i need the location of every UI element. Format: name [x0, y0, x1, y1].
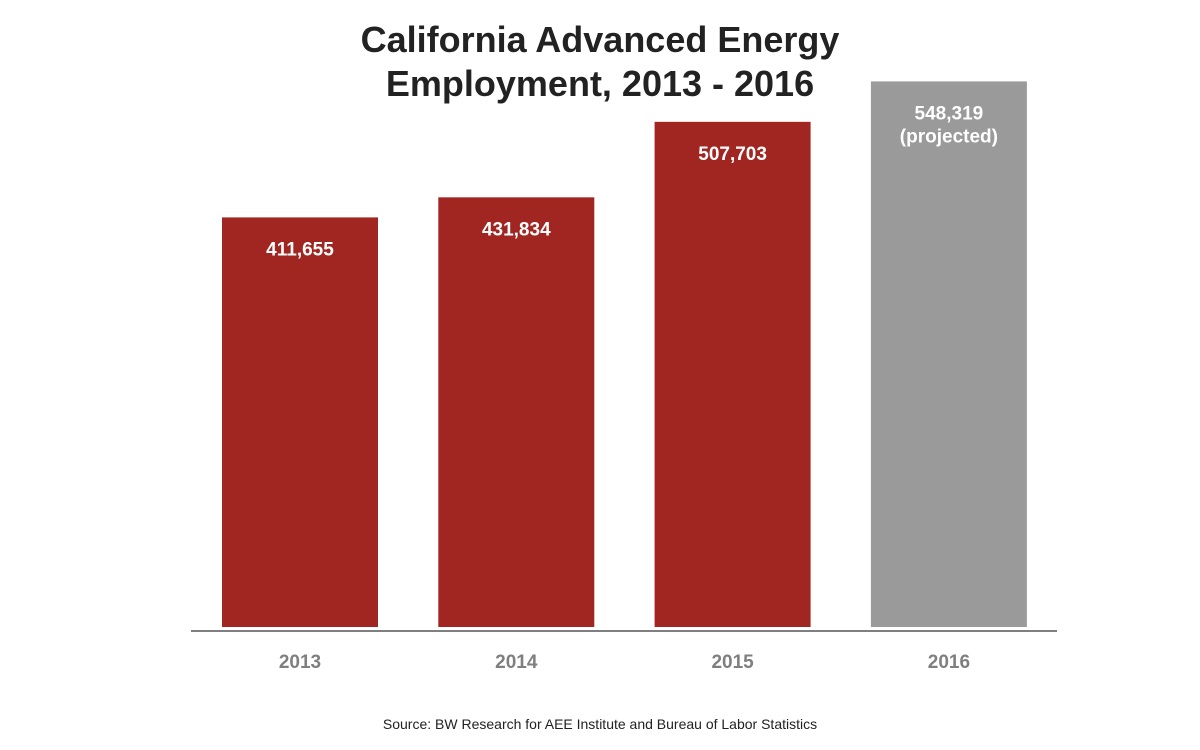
x-tick-label-2014: 2014	[495, 652, 538, 673]
bar-2015	[654, 121, 811, 628]
data-label-2013: 411,655	[266, 239, 334, 260]
x-tick-label-2016: 2016	[928, 652, 970, 673]
x-tick-label-2015: 2015	[711, 652, 754, 673]
chart-title-line-2: Employment, 2013 - 2016	[385, 63, 815, 104]
data-label-2016: 548,319	[915, 103, 984, 124]
chart-title: California Advanced Energy Employment, 2…	[0, 18, 1200, 106]
data-label-2014: 431,834	[482, 219, 551, 240]
data-label-2016-note: (projected)	[900, 126, 998, 147]
bar-2016	[870, 81, 1027, 627]
data-label-2015: 507,703	[698, 144, 767, 165]
bar-2013	[222, 217, 378, 628]
bars-layer	[222, 81, 1027, 628]
chart-title-line-1: California Advanced Energy	[360, 19, 840, 60]
labels-layer: 411,655 2013 431,834 2014 507,703 2015 548,319…	[266, 103, 998, 673]
source-note: Source: BW Research for AEE Institute an…	[382, 716, 818, 732]
x-tick-label-2013: 2013	[279, 652, 321, 673]
bar-2014	[438, 197, 595, 627]
